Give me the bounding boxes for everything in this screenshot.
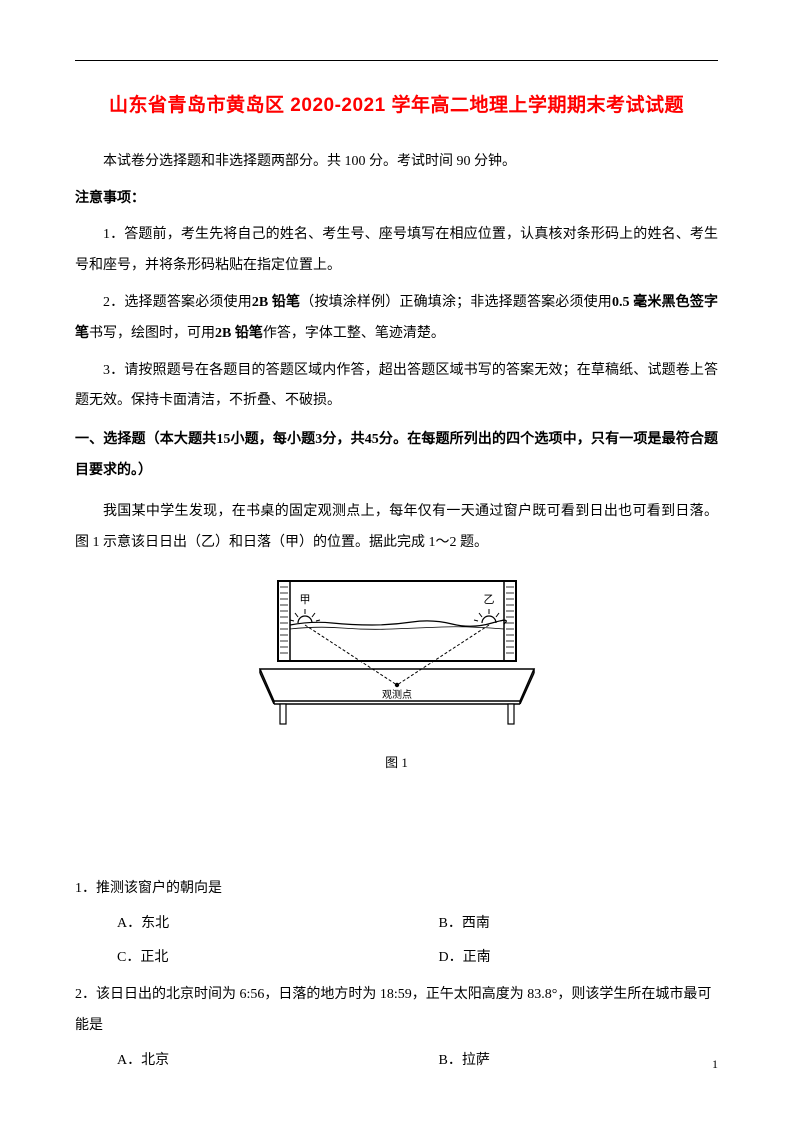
- q1-option-c: C．正北: [75, 943, 397, 974]
- q1-option-b: B．西南: [397, 909, 719, 940]
- question-2-text: 2．该日日出的北京时间为 6:56，日落的地方时为 18:59，正午太阳高度为 …: [75, 980, 718, 1042]
- instruction-1: 1．答题前，考生先将自己的姓名、考生号、座号填写在相应位置，认真核对条形码上的姓…: [75, 220, 718, 282]
- inst2-part-g: 作答，字体工整、笔迹清楚。: [263, 326, 445, 341]
- question-2-options-row1: A．北京 B．拉萨: [75, 1046, 718, 1077]
- exam-title: 山东省青岛市黄岛区 2020-2021 学年高二地理上学期期末考试试题: [75, 85, 718, 127]
- figure-1-caption: 图 1: [75, 749, 718, 778]
- instruction-2: 2．选择题答案必须使用2B 铅笔（按填涂样例）正确填涂；非选择题答案必须使用0.…: [75, 288, 718, 350]
- question-1-text: 1．推测该窗户的朝向是: [75, 874, 718, 905]
- section-1-heading: 一、选择题（本大题共15小题，每小题3分，共45分。在每题所列出的四个选项中，只…: [75, 425, 718, 487]
- label-observation: 观测点: [382, 688, 412, 701]
- label-yi: 乙: [483, 593, 494, 606]
- spacing: [75, 788, 718, 868]
- horizontal-rule: [75, 60, 718, 61]
- inst2-part-c: （按填涂样例）正确填涂；非选择题答案必须使用: [300, 295, 612, 310]
- q1-option-d: D．正南: [397, 943, 719, 974]
- q2-option-a: A．北京: [75, 1046, 397, 1077]
- page-number: 1: [712, 1051, 718, 1077]
- inst2-part-a: 2．选择题答案必须使用: [103, 295, 252, 310]
- figure-1: 甲 乙 观测点: [242, 573, 552, 741]
- passage-1: 我国某中学生发现，在书桌的固定观测点上，每年仅有一天通过窗户既可看到日出也可看到…: [75, 497, 718, 559]
- question-1-options-row1: A．东北 B．西南: [75, 909, 718, 940]
- question-1: 1．推测该窗户的朝向是 A．东北 B．西南 C．正北 D．正南: [75, 874, 718, 974]
- question-2: 2．该日日出的北京时间为 6:56，日落的地方时为 18:59，正午太阳高度为 …: [75, 980, 718, 1076]
- figure-1-container: 甲 乙 观测点 图 1: [75, 573, 718, 777]
- inst2-part-e: 书写，绘图时，可用: [89, 326, 215, 341]
- q1-option-a: A．东北: [75, 909, 397, 940]
- notice-heading: 注意事项：: [75, 184, 718, 215]
- instruction-3: 3．请按照题号在各题目的答题区域内作答，超出答题区域书写的答案无效；在草稿纸、试…: [75, 356, 718, 418]
- label-jia: 甲: [299, 594, 310, 606]
- intro-text: 本试卷分选择题和非选择题两部分。共 100 分。考试时间 90 分钟。: [75, 147, 718, 178]
- q2-option-b: B．拉萨: [397, 1046, 719, 1077]
- figure-1-svg: 甲 乙 观测点: [242, 573, 552, 728]
- question-1-options-row2: C．正北 D．正南: [75, 943, 718, 974]
- inst2-bold-b: 2B 铅笔: [252, 295, 300, 310]
- inst2-bold-f: 2B 铅笔: [215, 326, 263, 341]
